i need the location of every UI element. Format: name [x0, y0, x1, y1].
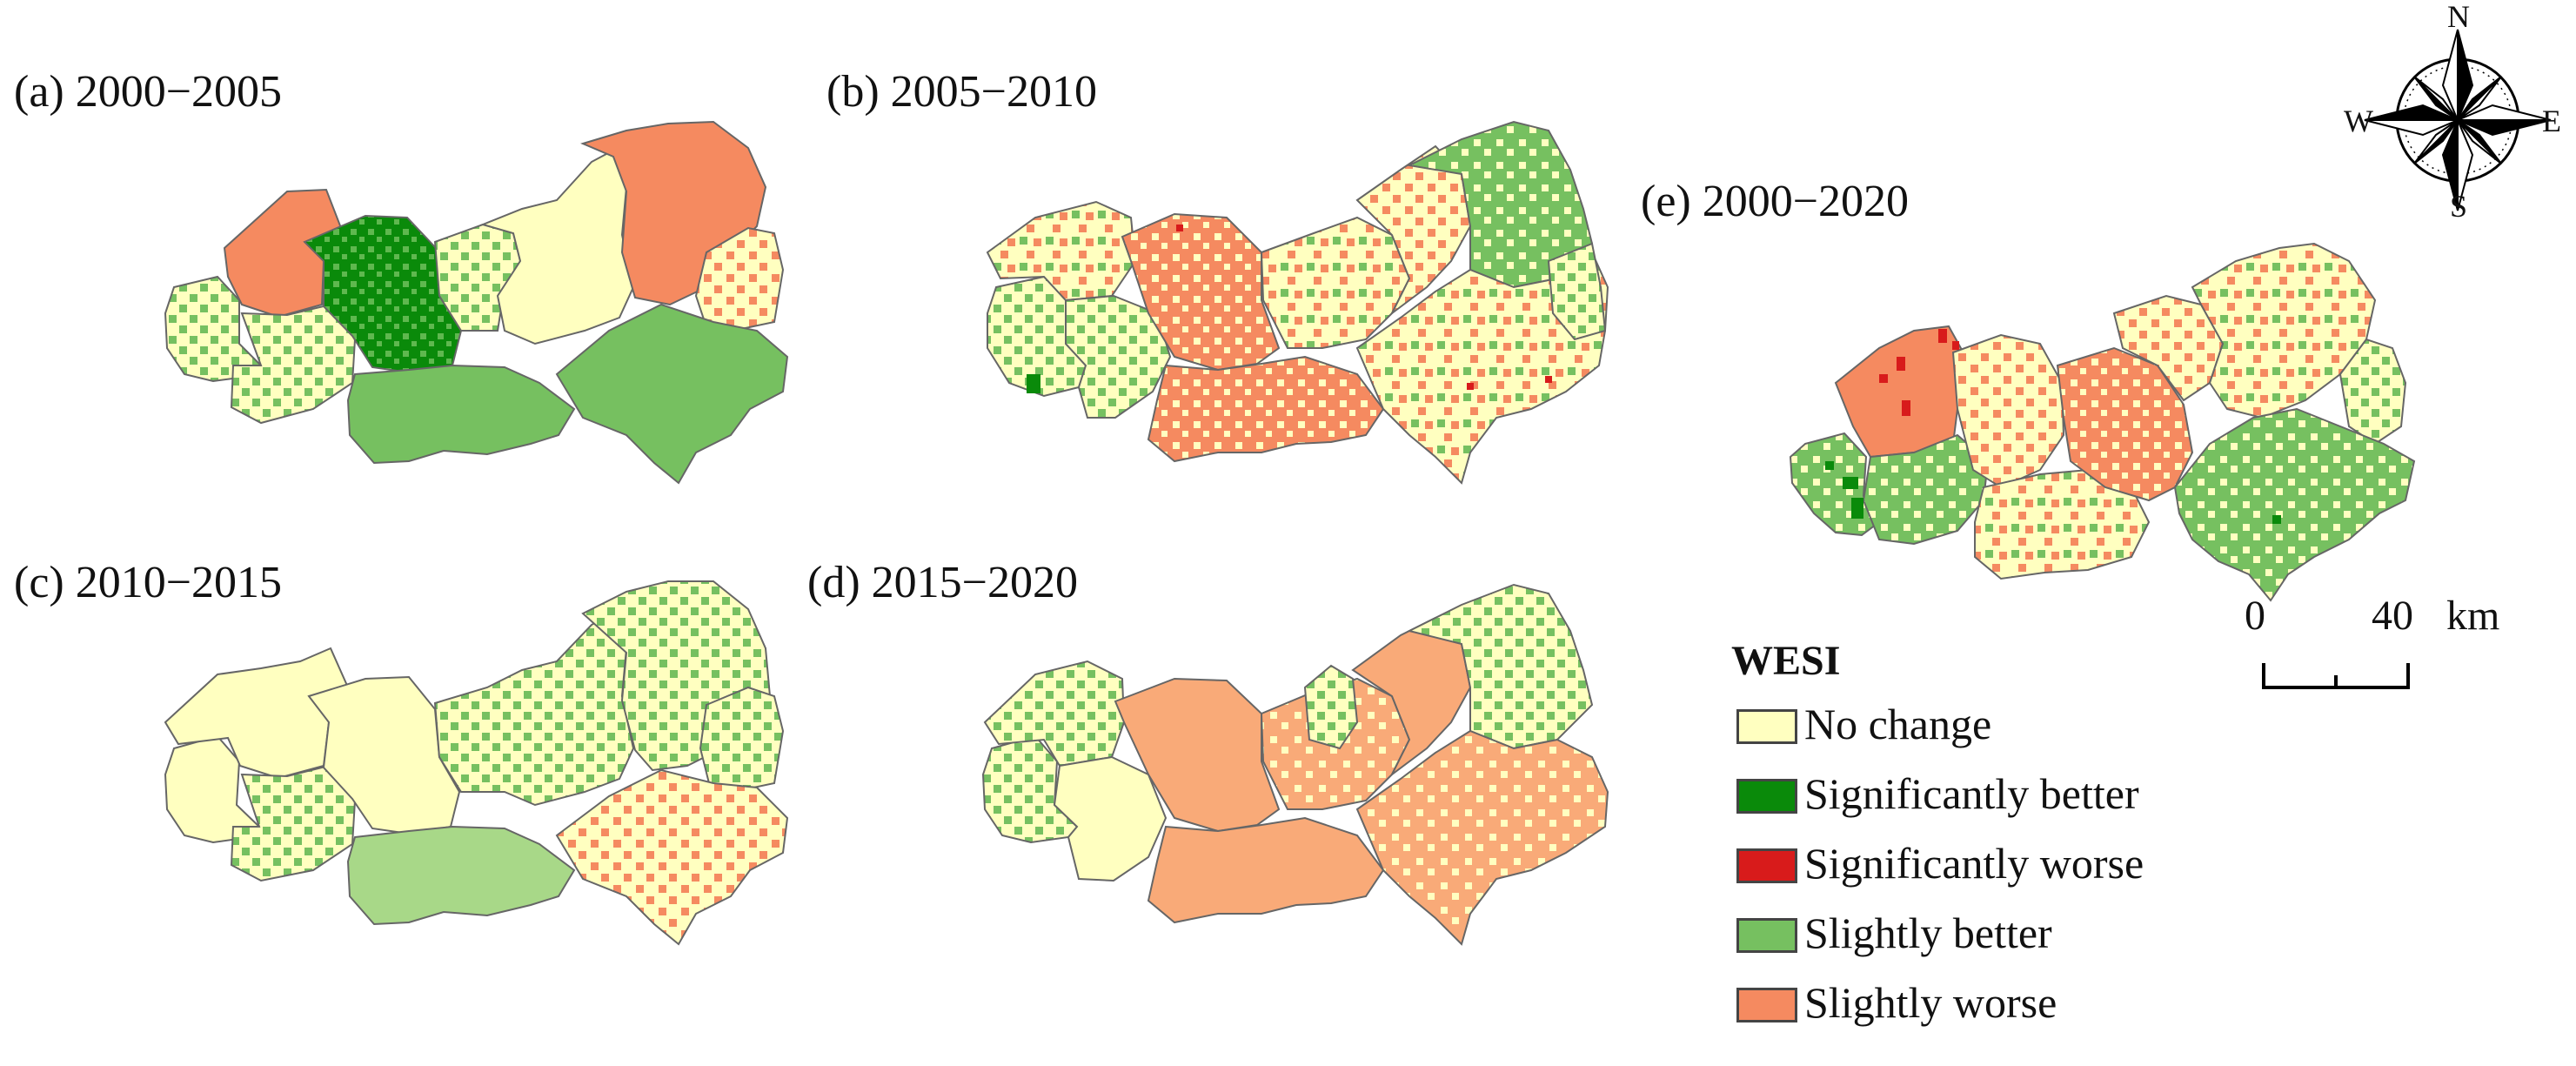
district-d-5: [1147, 816, 1385, 924]
legend-swatch: [1736, 779, 1797, 814]
panel-title-d: (d) 2015−2020: [807, 558, 1078, 607]
district-b-7: [1355, 144, 1472, 314]
district-a-6: [479, 146, 635, 345]
compass-south-label: S: [2450, 189, 2468, 224]
pixel-b-significantly-worse-3: [1545, 376, 1552, 383]
compass-rose-icon: [2364, 29, 2552, 211]
pixel-e-significantly-better-1: [1843, 477, 1858, 489]
scale-bar-zero-label: 0: [2245, 593, 2265, 639]
district-d-10: [1355, 729, 1609, 946]
pixel-e-significantly-worse-5: [1952, 341, 1959, 350]
legend-item-slightly-better: Slightly better: [1731, 906, 2052, 975]
legend-label: Significantly worse: [1804, 839, 2144, 888]
district-c-9: [555, 768, 789, 946]
legend-title: WESI: [1731, 638, 1841, 684]
district-b-9: [1355, 251, 1609, 485]
pixel-e-significantly-worse-1: [1897, 357, 1905, 371]
district-e-10: [2173, 407, 2416, 602]
panel-title-c: (c) 2010−2015: [14, 558, 283, 607]
pixel-b-significantly-worse-1: [1176, 225, 1183, 231]
legend-swatch: [1736, 848, 1797, 883]
legend-swatch: [1736, 988, 1797, 1022]
pixel-b-significantly-worse-2: [1467, 383, 1474, 390]
legend-label: Slightly better: [1804, 908, 2052, 957]
legend: WESI No change Significantly better Sign…: [1731, 637, 2144, 1045]
legend-item-slightly-worse: Slightly worse: [1731, 975, 2057, 1045]
district-a-8: [694, 226, 785, 331]
map-panel-a: [164, 120, 789, 485]
district-a-9: [346, 364, 576, 465]
district-d-9: [1407, 583, 1594, 750]
legend-swatch: [1736, 709, 1797, 744]
district-b-3: [1065, 294, 1172, 419]
map-panel-d: [981, 583, 1609, 946]
district-b-4: [1121, 212, 1281, 372]
legend-label: Significantly better: [1804, 769, 2139, 818]
scale-bar-forty-label: 40: [2372, 593, 2413, 639]
compass-west-label: W: [2344, 104, 2373, 138]
legend-label: No change: [1804, 700, 1992, 748]
district-e-4: [1951, 333, 2065, 489]
compass-north-label: N: [2447, 0, 2470, 34]
legend-item-no-change: No change: [1731, 697, 1991, 767]
pixel-b-significantly-better: [1027, 374, 1040, 393]
district-e-3: [1862, 433, 1990, 546]
district-d-2: [983, 660, 1126, 768]
district-a-10: [555, 303, 789, 485]
district-c-3: [230, 764, 357, 882]
north-arrow-icon: N S E W: [2344, 0, 2566, 224]
legend-label: Slightly worse: [1804, 978, 2057, 1027]
scale-bar-labels: 0 40 km: [2245, 592, 2523, 644]
scale-bar-unit-label: km: [2446, 593, 2500, 639]
district-c-7: [699, 686, 785, 792]
pixel-e-significantly-better-2: [1851, 498, 1863, 519]
legend-item-significantly-worse: Significantly worse: [1731, 836, 2144, 906]
legend-swatch: [1736, 918, 1797, 953]
legend-item-significantly-better: Significantly better: [1731, 767, 2139, 836]
district-d-3: [1053, 755, 1168, 882]
map-panel-c: [164, 580, 789, 946]
panel-title-a: (a) 2000−2005: [14, 67, 283, 117]
district-a-3: [230, 303, 357, 425]
district-b-10: [1547, 242, 1607, 341]
district-d-4: [1114, 677, 1281, 833]
district-c-5: [433, 607, 635, 807]
compass-east-label: E: [2542, 104, 2561, 138]
pixel-e-significantly-better-3: [1825, 461, 1834, 470]
pixel-e-significantly-worse-2: [1938, 329, 1947, 343]
district-b-2: [986, 200, 1137, 302]
district-d-7: [1303, 664, 1359, 750]
map-panel-e: [1789, 242, 2416, 602]
scale-bar: [2262, 663, 2410, 689]
district-e-9: [2338, 338, 2407, 446]
map-panel-b: [986, 120, 1609, 485]
district-c-8: [346, 825, 576, 926]
pixel-e-significantly-worse-4: [1902, 400, 1910, 416]
panel-title-e: (e) 2000−2020: [1641, 177, 1910, 226]
panel-title-b: (b) 2005−2010: [826, 67, 1097, 117]
district-b-5: [1147, 355, 1385, 463]
district-e-5: [1974, 468, 2151, 580]
pixel-e-significantly-better-4: [2272, 515, 2281, 524]
pixel-e-significantly-worse-3: [1879, 374, 1888, 383]
